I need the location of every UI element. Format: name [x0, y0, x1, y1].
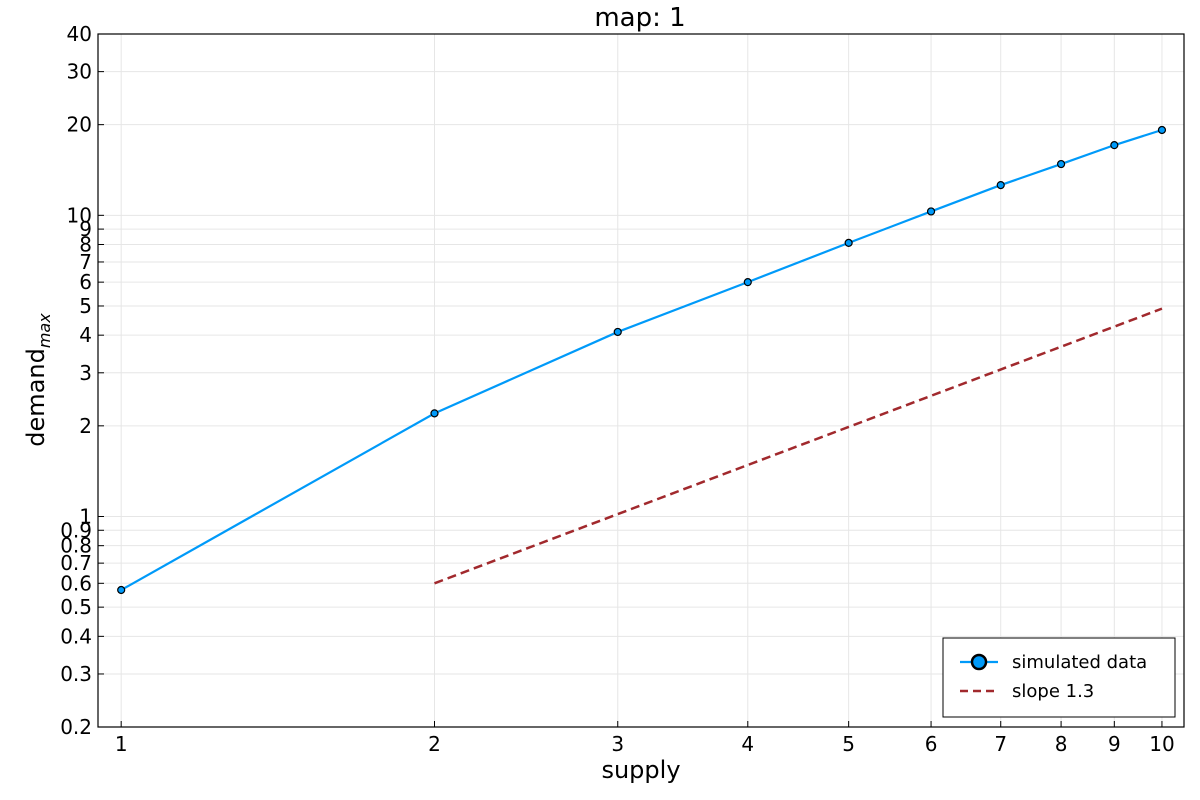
- y-tick-label: 0.6: [60, 571, 92, 595]
- data-point: [1056, 159, 1066, 169]
- y-tick-label: 0.9: [60, 518, 92, 542]
- y-tick-label: 0.2: [60, 715, 92, 739]
- data-point: [117, 585, 126, 595]
- y-tick-label: 7: [79, 250, 92, 274]
- data-point: [996, 180, 1005, 190]
- x-axis-label: supply: [601, 756, 680, 784]
- legend-box: [942, 637, 1176, 718]
- y-tick-label: 3: [79, 361, 92, 385]
- data-point: [844, 238, 853, 247]
- plot-frame: [97, 33, 1185, 728]
- x-tick-label: 1: [115, 732, 128, 756]
- legend: simulated data slope 1.3: [942, 637, 1176, 718]
- y-tick-label: 5: [79, 294, 92, 318]
- y-tick-label: 10: [67, 203, 92, 227]
- y-tick-label: 4: [79, 323, 92, 347]
- data-point: [743, 278, 752, 287]
- y-tick-label: 0.3: [60, 662, 92, 686]
- y-tick-label: 0.4: [60, 624, 92, 648]
- series-line-simulated: [120, 128, 1163, 591]
- y-tick-label: 8: [79, 233, 92, 257]
- y-tick-label: 0.7: [60, 551, 92, 575]
- data-point: [1157, 125, 1167, 135]
- x-tick-label: 3: [611, 732, 624, 756]
- x-axis-ticks: 1 2 3 4 5 6 7 8 9 10: [115, 721, 1175, 756]
- y-axis-label: demandmax: [22, 313, 54, 447]
- data-point: [430, 409, 439, 418]
- legend-marker-simulated: [970, 653, 988, 671]
- data-point: [1110, 141, 1119, 150]
- y-tick-label: 0.8: [60, 534, 92, 558]
- x-tick-label: 5: [842, 732, 855, 756]
- grid: [98, 33, 1184, 728]
- y-tick-label: 0.5: [60, 595, 92, 619]
- data-point: [613, 327, 622, 337]
- y-tick-label: 1: [79, 504, 92, 528]
- x-tick-label: 9: [1108, 732, 1121, 756]
- x-tick-label: 2: [428, 732, 441, 756]
- y-tick-label: 20: [67, 113, 92, 137]
- y-tick-label: 30: [67, 60, 92, 84]
- series-line-slope: [434, 307, 1163, 585]
- y-tick-label: 40: [67, 22, 92, 46]
- x-tick-label: 7: [994, 732, 1007, 756]
- x-tick-label: 4: [741, 732, 754, 756]
- x-tick-label: 10: [1149, 732, 1174, 756]
- legend-label-simulated: simulated data: [1012, 652, 1147, 673]
- y-axis-label-main: demand: [22, 348, 50, 447]
- y-tick-label: 6: [79, 270, 92, 294]
- x-tick-label: 8: [1055, 732, 1068, 756]
- x-tick-label: 6: [925, 732, 938, 756]
- legend-label-slope: slope 1.3: [1012, 681, 1094, 702]
- y-axis-label-subscript: max: [35, 313, 54, 348]
- y-tick-label: 9: [79, 217, 92, 241]
- chart-title: map: 1: [594, 3, 685, 33]
- y-tick-label: 2: [79, 414, 92, 438]
- data-point: [926, 207, 936, 216]
- series-layer: [117, 125, 1167, 595]
